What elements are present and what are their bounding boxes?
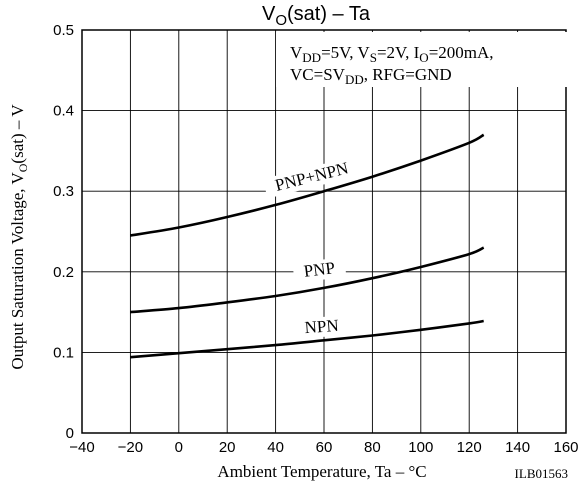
series-labels: PNP+NPN PNP NPN — [262, 155, 361, 339]
ylabel-subscript: O — [16, 163, 30, 172]
plot-frame — [81, 29, 567, 434]
series-label-mask — [262, 155, 361, 199]
x-tick-label: 0 — [175, 439, 183, 456]
condition-subscript: S — [370, 50, 377, 65]
condition-text: =200mA, — [429, 43, 494, 62]
y-tick-label: 0.2 — [53, 264, 74, 281]
conditions-line-1: VDD=5V, VS=2V, IO=200mA, — [290, 43, 494, 65]
curve-npn — [130, 319, 484, 359]
figure-code: ILB01563 — [515, 466, 568, 481]
condition-subscript: O — [419, 50, 428, 65]
y-tick-label: 0.5 — [53, 22, 74, 39]
conditions-line-2: VC=SVDD, RFG=GND — [290, 65, 452, 87]
title-main: V — [262, 3, 276, 25]
series-label-pnp: PNP — [303, 258, 336, 281]
condition-text: , RFG=GND — [364, 65, 452, 84]
conditions-background — [276, 32, 572, 87]
y-axis-label: Output Saturation Voltage, VO(sat) – V — [8, 104, 30, 370]
y-tick-label: 0.1 — [53, 344, 74, 361]
curves — [130, 133, 485, 359]
condition-text: =2V, I — [377, 43, 420, 62]
series-label-group: PNP+NPN — [262, 155, 361, 199]
y-tick-label: 0.4 — [53, 103, 74, 120]
x-tick-label: −40 — [69, 439, 94, 456]
series-label-group: NPN — [295, 315, 349, 339]
title-subscript: O — [275, 12, 287, 29]
ylabel-pre: Output Saturation Voltage, V — [8, 172, 27, 370]
condition-text: =5V, V — [321, 43, 370, 62]
x-tick-label: 100 — [408, 439, 433, 456]
series-label-group: PNP — [292, 256, 347, 284]
condition-subscript: DD — [302, 50, 321, 65]
ylabel-post: (sat) – V — [8, 104, 27, 164]
test-conditions: VDD=5V, VS=2V, IO=200mA, VC=SVDD, RFG=GN… — [276, 32, 572, 87]
series-label-pnp-npn: PNP+NPN — [273, 158, 350, 195]
x-tick-label: 140 — [505, 439, 530, 456]
series-label-mask — [292, 256, 347, 284]
x-tick-label: 20 — [219, 439, 236, 456]
chart-title: VO(sat) – Ta — [262, 3, 371, 29]
y-tick-label: 0 — [66, 425, 74, 442]
x-tick-label: 120 — [457, 439, 482, 456]
tick-labels: −40 −20 0 20 40 60 80 100 120 140 160 0 0.1 0.2 0.3 0.4… — [53, 22, 578, 456]
x-axis-label: Ambient Temperature, Ta – °C — [217, 462, 426, 481]
condition-subscript: DD — [345, 72, 364, 87]
series-label-mask — [295, 315, 349, 339]
x-tick-label: 60 — [316, 439, 333, 456]
curve-pnp — [130, 246, 485, 314]
grid — [82, 30, 566, 433]
x-tick-label: 160 — [553, 439, 578, 456]
y-tick-label: 0.3 — [53, 183, 74, 200]
x-tick-label: 40 — [267, 439, 284, 456]
x-tick-label: 80 — [364, 439, 381, 456]
series-label-npn: NPN — [304, 316, 339, 337]
curve-pnp-npn — [130, 133, 485, 237]
condition-text: VC=SV — [290, 65, 346, 84]
x-tick-label: −20 — [118, 439, 143, 456]
condition-text: V — [290, 43, 303, 62]
title-rest: (sat) – Ta — [287, 3, 371, 25]
